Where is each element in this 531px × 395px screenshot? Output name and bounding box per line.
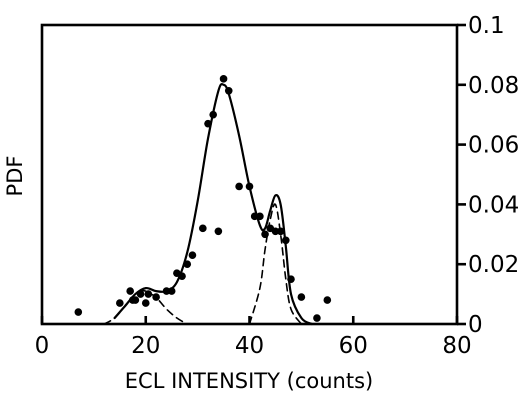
data-point <box>224 86 233 95</box>
data-point <box>141 299 150 307</box>
data-point <box>178 272 186 280</box>
y-tick-label: 0.02 <box>468 252 519 278</box>
total-fit-curve <box>113 83 313 326</box>
data-point <box>256 212 264 221</box>
data-point <box>287 275 295 283</box>
x-axis-title: ECL INTENSITY (counts) <box>125 369 373 393</box>
data-point <box>323 296 332 304</box>
data-point <box>199 224 207 233</box>
component-curve-high <box>248 203 303 325</box>
data-point <box>183 260 192 269</box>
data-point <box>116 299 124 307</box>
y-tick-label: 0.1 <box>468 13 505 39</box>
x-tick-label: 40 <box>235 333 264 359</box>
data-point <box>209 110 217 119</box>
data-point <box>152 293 160 301</box>
plot-frame <box>40 23 459 326</box>
x-tick-label: 80 <box>442 333 471 359</box>
y-tick-label: 0.06 <box>468 133 519 159</box>
data-point <box>136 290 145 298</box>
y-tick-label: 0.04 <box>468 192 519 218</box>
data-point <box>188 251 197 260</box>
component-curve-low <box>103 289 189 325</box>
y-axis-ticks: 0 0.02 0.04 0.06 0.08 0.1 <box>457 13 519 338</box>
data-point <box>126 287 134 295</box>
x-tick-label: 0 <box>35 333 50 359</box>
data-point <box>235 182 243 191</box>
y-tick-label: 0 <box>468 312 483 338</box>
data-point <box>204 119 212 128</box>
markers-layer <box>74 75 332 322</box>
curves-layer <box>103 83 313 326</box>
data-point <box>297 293 306 301</box>
x-tick-label: 60 <box>339 333 368 359</box>
data-point <box>74 308 83 316</box>
data-point <box>219 75 228 83</box>
data-point <box>282 236 290 245</box>
data-point <box>144 290 153 298</box>
data-point <box>313 314 321 322</box>
y-axis-title: PDF <box>3 156 27 197</box>
data-point <box>167 287 176 295</box>
data-point <box>276 227 285 236</box>
x-tick-label: 20 <box>131 333 160 359</box>
x-axis-ticks: 0 20 40 60 80 <box>35 316 472 359</box>
data-point <box>214 227 223 236</box>
data-point <box>131 296 140 304</box>
data-point <box>245 182 254 191</box>
data-point <box>261 230 269 239</box>
y-tick-label: 0.08 <box>468 73 519 99</box>
